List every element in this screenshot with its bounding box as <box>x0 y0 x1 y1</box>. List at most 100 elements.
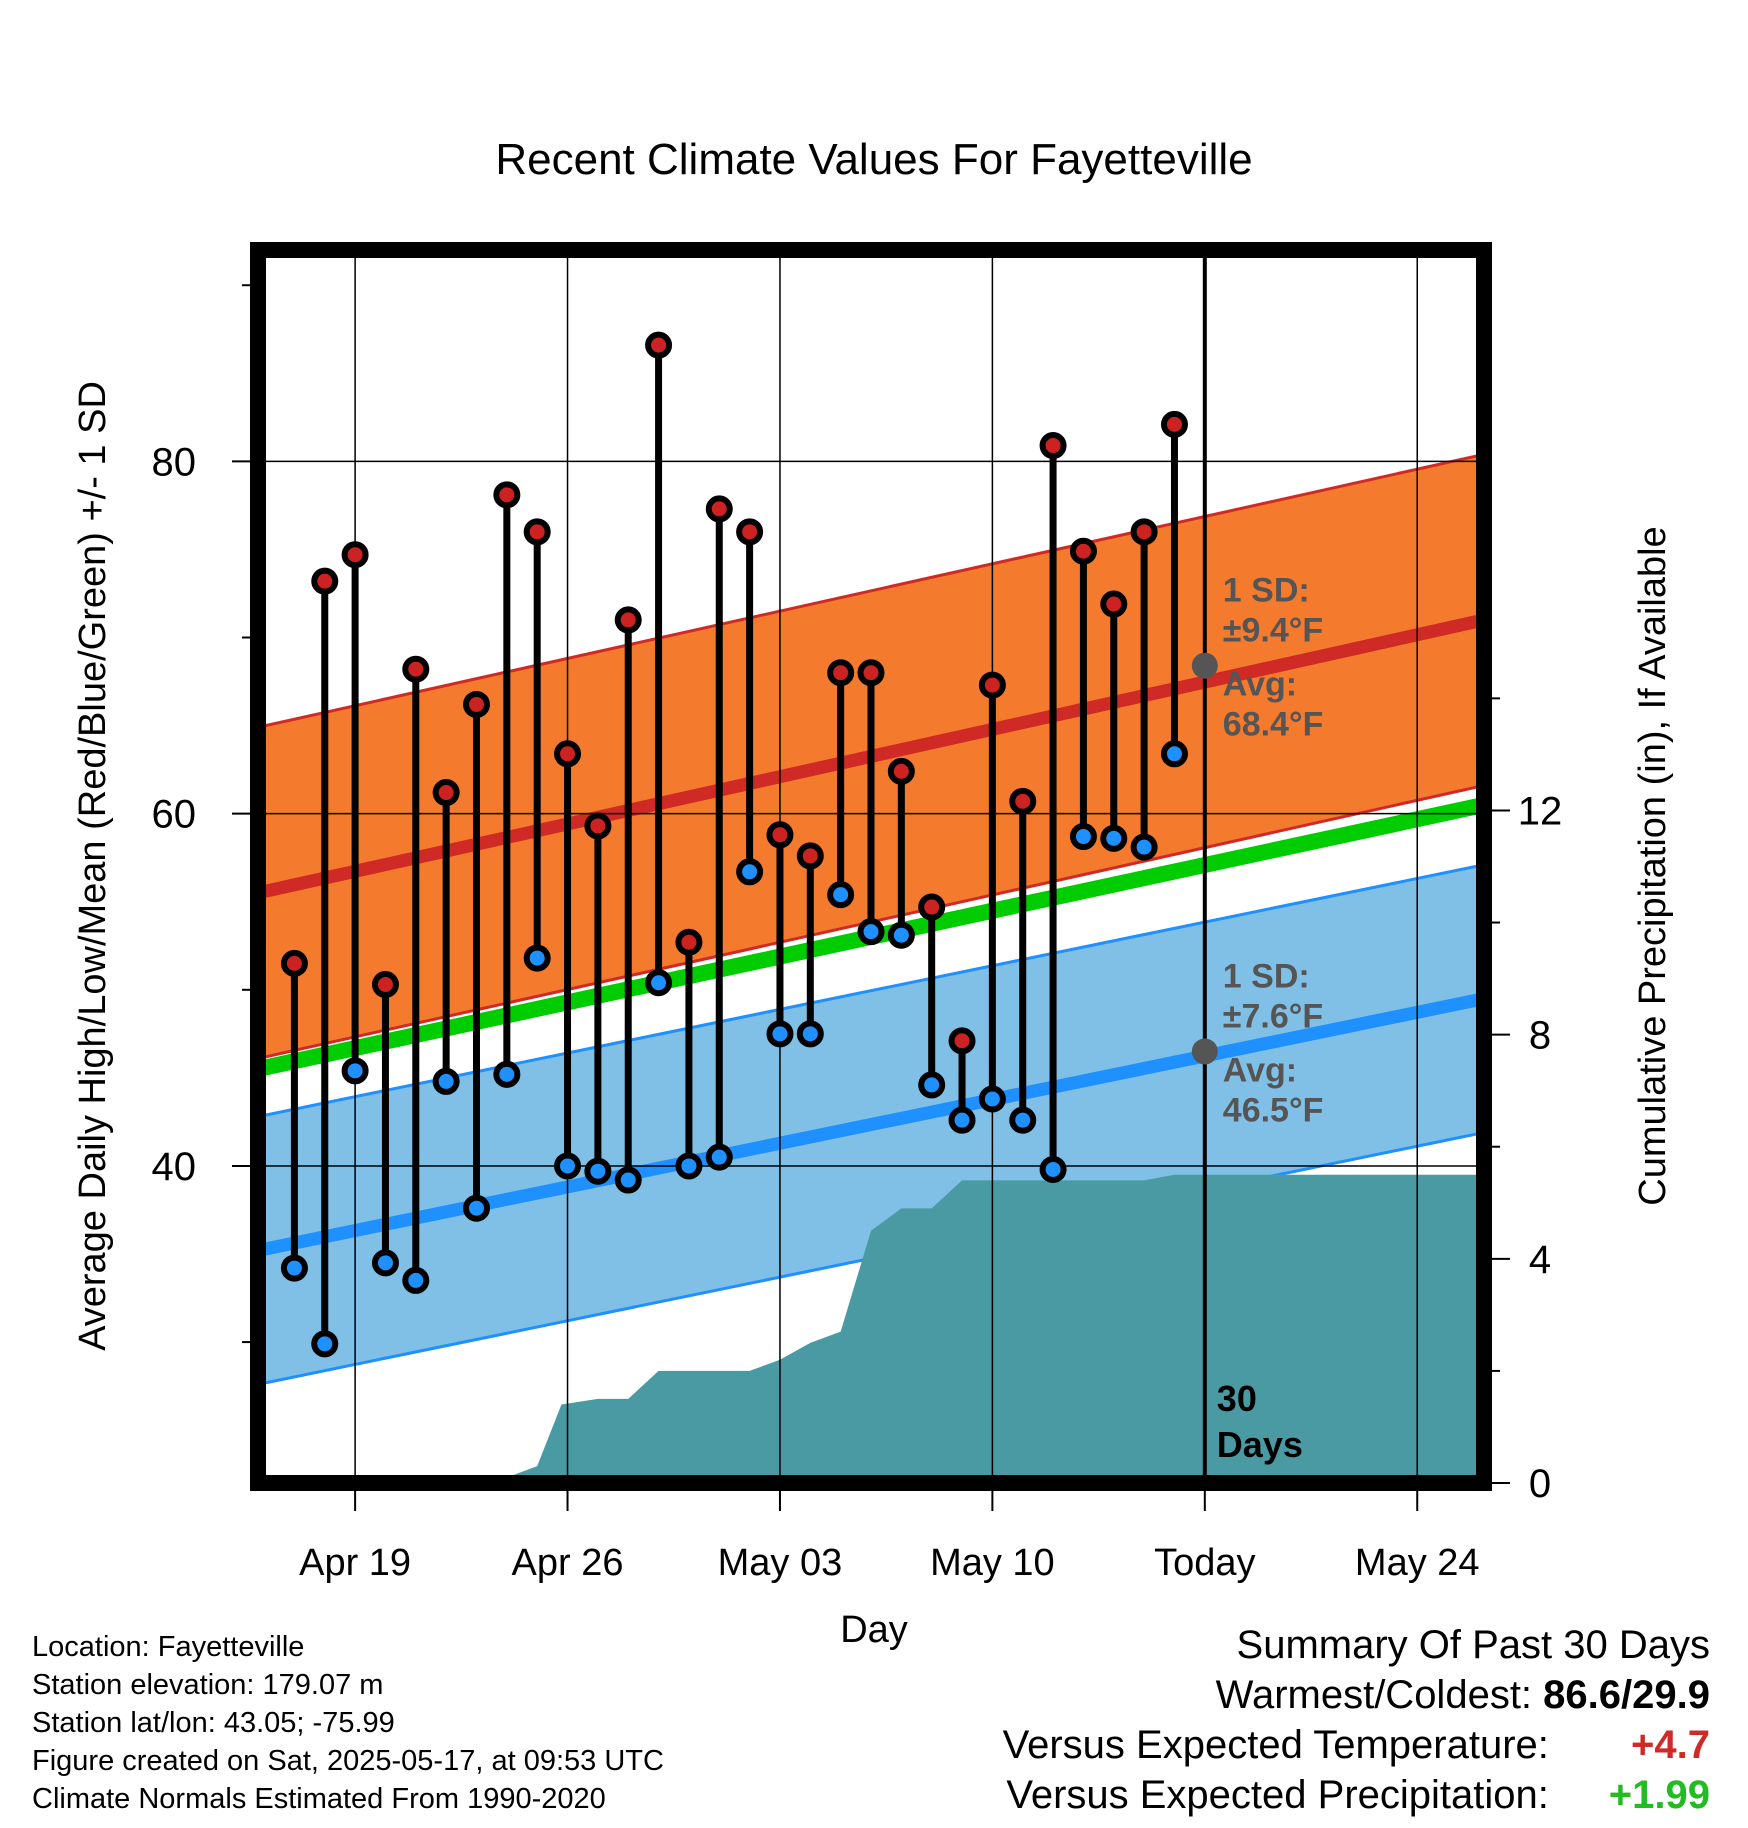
low-point <box>827 881 855 909</box>
low-point <box>887 921 915 949</box>
high-point <box>918 893 946 921</box>
precip-area <box>258 1174 1484 1483</box>
low-point <box>645 969 673 997</box>
high-point <box>280 949 308 977</box>
summary-precip: Versus Expected Precipitation: +1.99 <box>1003 1770 1710 1820</box>
low-point <box>1130 833 1158 861</box>
low-point <box>978 1085 1006 1113</box>
low-point <box>341 1057 369 1085</box>
info-latlon: Station lat/lon: 43.05; -75.99 <box>32 1707 395 1739</box>
high-point <box>766 821 794 849</box>
info-elevation: Station elevation: 179.07 m <box>32 1669 384 1701</box>
low-point <box>280 1254 308 1282</box>
low-point <box>736 858 764 886</box>
low-annotation-text: 1 SD: <box>1223 957 1310 995</box>
summary-title: Summary Of Past 30 Days <box>1236 1623 1710 1667</box>
high-point <box>978 671 1006 699</box>
low-point <box>614 1166 642 1194</box>
plot-frame <box>250 242 1492 1491</box>
low-point <box>432 1067 460 1095</box>
high-point <box>705 495 733 523</box>
low-point <box>371 1249 399 1277</box>
y-tick-label-left: 60 <box>152 793 197 837</box>
high-point <box>1160 410 1188 438</box>
low-point <box>857 918 885 946</box>
y-axis-label-right: Cumulative Precipitation (in), If Availa… <box>1632 526 1674 1205</box>
x-axis-label: Day <box>840 1609 908 1651</box>
high-point <box>857 659 885 687</box>
high-point <box>432 779 460 807</box>
y-tick-label-right: 12 <box>1518 789 1563 833</box>
high-point <box>887 757 915 785</box>
x-tick-label: Apr 26 <box>512 1542 624 1584</box>
warm-cold-label: Warmest/Coldest: <box>1215 1673 1533 1717</box>
high-point <box>341 541 369 569</box>
high-point <box>736 518 764 546</box>
low-point <box>523 944 551 972</box>
y-tick-label-left: 40 <box>152 1145 197 1189</box>
low-point <box>1009 1106 1037 1134</box>
info-normals: Climate Normals Estimated From 1990-2020 <box>32 1783 606 1815</box>
high-point <box>1130 518 1158 546</box>
low-point <box>311 1330 339 1358</box>
temp-label: Versus Expected Temperature: <box>1002 1723 1549 1767</box>
precip-value: +1.99 <box>1608 1773 1710 1817</box>
low-point <box>948 1106 976 1134</box>
low-annotation-text: ±7.6°F <box>1223 997 1323 1035</box>
high-point <box>796 842 824 870</box>
x-tick-label: May 10 <box>930 1542 1055 1584</box>
low-point <box>675 1152 703 1180</box>
y-axis-label-left: Average Daily High/Low/Mean (Red/Blue/Gr… <box>72 381 114 1351</box>
y-tick-label-right: 8 <box>1529 1014 1551 1058</box>
info-created: Figure created on Sat, 2025-05-17, at 09… <box>32 1745 664 1777</box>
high-annotation-text: Avg: <box>1223 666 1297 704</box>
low-point <box>918 1071 946 1099</box>
warm-cold-value: 86.6/29.9 <box>1543 1673 1710 1717</box>
high-point <box>645 331 673 359</box>
chart-title: Recent Climate Values For Fayetteville <box>495 135 1252 184</box>
high-point <box>402 655 430 683</box>
low-point <box>1160 740 1188 768</box>
today-days-label: 30 <box>1217 1378 1257 1419</box>
x-tick-label: Apr 19 <box>299 1542 411 1584</box>
station-info: Location: Fayetteville Station elevation… <box>32 1628 664 1818</box>
high-point <box>584 812 612 840</box>
info-location: Location: Fayetteville <box>32 1631 305 1663</box>
low-sd-band-upper-edge <box>258 863 1484 1119</box>
high-point <box>523 518 551 546</box>
low-point <box>554 1152 582 1180</box>
high-point <box>311 567 339 595</box>
high-point <box>1100 590 1128 618</box>
high-point <box>371 971 399 999</box>
high-annotation-text: ±9.4°F <box>1223 612 1323 650</box>
high-point <box>1039 432 1067 460</box>
low-point <box>402 1266 430 1294</box>
low-point <box>462 1194 490 1222</box>
low-annotation-text: Avg: <box>1223 1051 1297 1089</box>
high-point <box>462 690 490 718</box>
low-point <box>584 1157 612 1185</box>
high-annotation-text: 68.4°F <box>1223 706 1324 744</box>
x-tick-label: Today <box>1154 1542 1255 1584</box>
today-days-label: Days <box>1217 1424 1303 1465</box>
high-point <box>554 740 582 768</box>
y-tick-label-right: 0 <box>1529 1462 1551 1506</box>
low-point <box>1069 823 1097 851</box>
low-point <box>796 1020 824 1048</box>
high-point <box>1069 537 1097 565</box>
summary-panel: Summary Of Past 30 Days Warmest/Coldest:… <box>1003 1620 1710 1820</box>
high-point <box>948 1027 976 1055</box>
precip-label: Versus Expected Precipitation: <box>1006 1773 1549 1817</box>
summary-temp: Versus Expected Temperature: +4.7 <box>1003 1720 1710 1770</box>
low-avg-marker <box>1191 1038 1218 1065</box>
low-point <box>1039 1155 1067 1183</box>
high-point <box>1009 787 1037 815</box>
high-point <box>675 928 703 956</box>
x-tick-label: May 03 <box>718 1542 843 1584</box>
low-point <box>1100 824 1128 852</box>
low-normal-line <box>258 992 1484 1257</box>
high-point <box>827 659 855 687</box>
y-tick-label-left: 80 <box>152 440 197 484</box>
high-avg-marker <box>1191 652 1218 679</box>
